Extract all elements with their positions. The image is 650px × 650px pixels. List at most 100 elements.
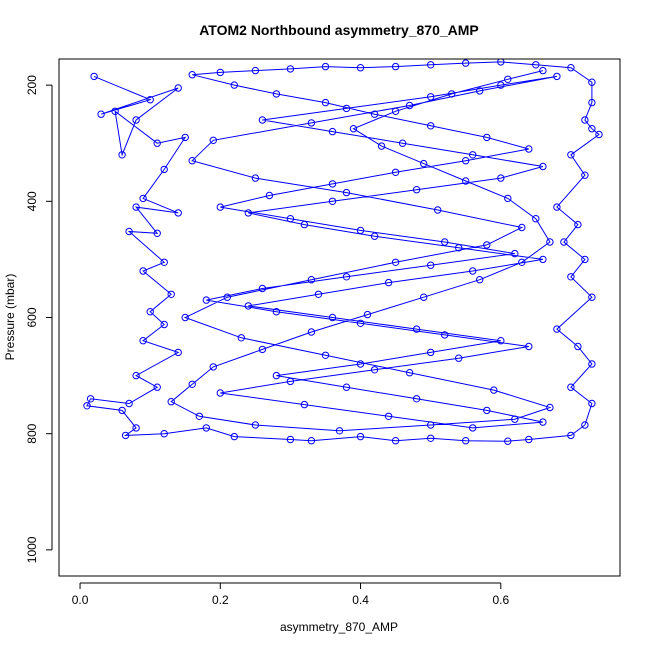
y-axis-label: Pressure (mbar) (3, 274, 17, 361)
data-point (307, 328, 316, 336)
data-point (139, 337, 147, 345)
data-point (286, 377, 295, 386)
data-point (328, 197, 337, 206)
data-point (434, 206, 442, 214)
data-point (441, 331, 449, 339)
data-point (132, 371, 140, 380)
data-point (588, 78, 596, 86)
data-point (412, 395, 421, 403)
data-point (420, 159, 428, 168)
data-point (497, 81, 505, 89)
data-point (588, 293, 596, 301)
data-point (356, 432, 365, 441)
data-point (342, 188, 351, 197)
data-point (377, 142, 386, 150)
data-point (146, 308, 154, 316)
data-point (132, 116, 140, 124)
data-point (427, 348, 435, 357)
data-point (216, 68, 225, 77)
data-point (581, 171, 589, 179)
data-point (202, 296, 211, 304)
data-point (581, 421, 589, 429)
data-point (153, 229, 161, 238)
data-point (525, 342, 533, 351)
data-point (370, 366, 379, 374)
x-tick-label: 0.4 (352, 593, 369, 607)
data-point (588, 399, 596, 408)
data-point (574, 220, 582, 229)
data-point (581, 255, 589, 264)
y-tick-label: 800 (25, 423, 39, 443)
data-point (532, 61, 540, 69)
data-point (391, 107, 400, 116)
data-point (244, 209, 253, 217)
data-point (497, 337, 505, 345)
data-point (86, 395, 95, 403)
data-point (588, 360, 596, 368)
data-point (595, 130, 603, 139)
data-point (111, 107, 119, 116)
data-point (174, 84, 182, 92)
data-point (391, 437, 400, 445)
data-point (483, 406, 491, 415)
data-point (405, 101, 414, 110)
data-point (462, 157, 470, 165)
data-point (153, 139, 161, 147)
data-point (567, 273, 575, 281)
data-point (483, 133, 491, 142)
data-point (307, 437, 316, 445)
data-point (504, 75, 512, 84)
data-point (286, 435, 295, 444)
data-point (532, 215, 540, 223)
data-point (349, 125, 358, 133)
data-point (83, 402, 91, 410)
data-layer (83, 59, 603, 445)
data-point (497, 59, 505, 66)
data-point (174, 209, 182, 217)
data-point (518, 258, 526, 266)
data-point (272, 371, 281, 380)
data-point (258, 284, 267, 293)
data-point (188, 380, 196, 388)
x-tick-label: 0.6 (492, 593, 509, 607)
data-point (525, 435, 533, 444)
data-point (427, 421, 435, 429)
data-point (160, 258, 168, 266)
y-tick-label: 600 (25, 307, 39, 327)
data-point (356, 360, 365, 368)
data-point (581, 116, 589, 124)
data-point (455, 244, 463, 252)
data-point (286, 215, 295, 223)
data-point (300, 220, 309, 229)
data-point (546, 403, 554, 412)
data-point (258, 345, 267, 354)
data-point (476, 276, 484, 284)
data-point (230, 81, 239, 89)
data-point (216, 203, 225, 211)
x-tick-label: 0.2 (212, 593, 229, 607)
data-point (469, 151, 477, 159)
data-point (97, 110, 105, 118)
data-point (160, 430, 168, 438)
data-point (300, 400, 309, 409)
data-point (321, 351, 330, 359)
data-point (567, 151, 575, 159)
data-point (321, 98, 330, 107)
data-point (181, 133, 189, 142)
y-tick-label: 200 (25, 75, 39, 95)
data-point (391, 62, 400, 71)
data-point (539, 418, 547, 426)
data-point (132, 203, 140, 211)
data-point (490, 386, 498, 394)
data-point (146, 96, 154, 104)
data-point (209, 136, 218, 145)
data-point (132, 424, 140, 432)
data-point (427, 122, 435, 130)
data-point (518, 223, 526, 232)
y-tick-label: 1000 (25, 536, 39, 563)
data-point (588, 125, 596, 133)
data-point (244, 302, 253, 310)
y-tick-label: 400 (25, 191, 39, 211)
